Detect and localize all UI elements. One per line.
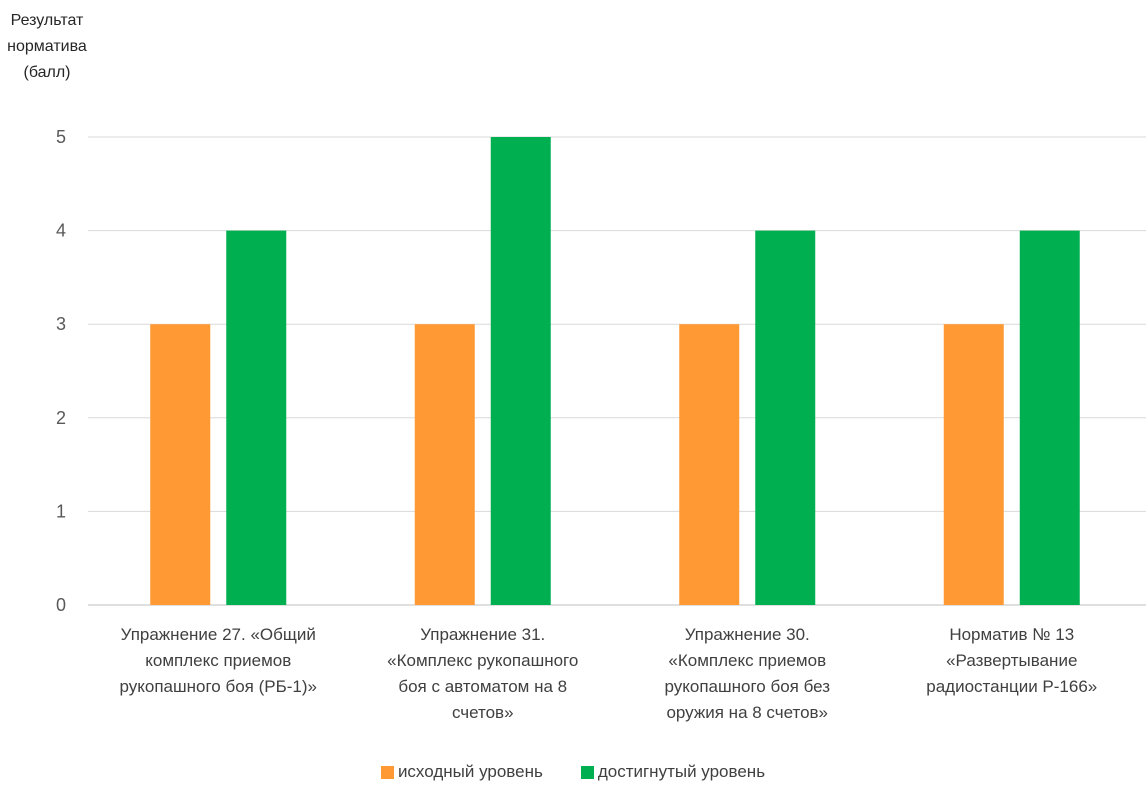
bar-achieved-2 [490,137,551,605]
bar-initial-2 [414,324,475,605]
x-tick-label-line: Упражнение 31. [420,625,546,644]
legend-label-initial: исходный уровень [397,762,543,781]
y-tick-label: 0 [56,595,66,615]
legend-item-achieved: достигнутый уровень [580,762,766,782]
bar-achieved-1 [226,230,287,605]
legend-swatch-achieved [580,765,594,779]
legend-item-initial: исходный уровень [380,762,543,782]
x-tick-label-line: боя с автоматом на 8 [398,677,568,696]
x-tick-label-line: Упражнение 30. [684,625,810,644]
y-axis-title: Результат норматива (балл) [0,8,94,86]
x-tick-label-line: рукопашного боя (РБ-1)» [119,677,317,696]
bar-initial-3 [679,324,740,605]
bar-achieved-3 [755,230,816,605]
x-tick-label-line: счетов» [451,703,514,722]
x-tick-label-line: комплекс приемов [145,651,292,670]
y-tick-label: 1 [56,501,66,521]
x-tick-label: Упражнение 31. «Комплекс рукопашного боя с… [353,622,613,726]
legend-label-achieved: достигнутый уровень [597,762,766,781]
x-tick-label-line: «Развертывание [946,651,1078,670]
bar-initial-1 [150,324,211,605]
bar-achieved-4 [1019,230,1080,605]
y-tick-label: 4 [56,221,66,241]
y-tick-label: 5 [56,127,66,147]
y-tick-label: 2 [56,408,66,428]
legend-swatch-initial [380,765,394,779]
y-axis-title-line: норматива [7,38,87,55]
x-tick-label-line: «Комплекс рукопашного [387,651,579,670]
y-axis-title-line: Результат [10,12,84,29]
y-axis-title-line: (балл) [23,64,71,81]
x-tick-label: Упражнение 27. «Общий комплекс приемов рук… [88,622,348,700]
x-tick-label-line: Норматив № 13 [949,625,1075,644]
legend: исходный уровень достигнутый уровень [0,762,1146,782]
x-tick-label-line: оружия на 8 счетов» [666,703,829,722]
y-tick-label: 3 [56,314,66,334]
x-tick-label: Норматив № 13 «Развертывание радиостанции … [882,622,1142,700]
x-tick-label-line: радиостанции Р-166» [926,677,1098,696]
x-tick-label: Упражнение 30. «Комплекс приемов рукопашно… [617,622,877,726]
bar-initial-4 [943,324,1004,605]
x-tick-label-line: рукопашного боя без [664,677,831,696]
x-tick-label-line: «Комплекс приемов [668,651,827,670]
x-tick-label-line: Упражнение 27. «Общий [120,625,316,644]
